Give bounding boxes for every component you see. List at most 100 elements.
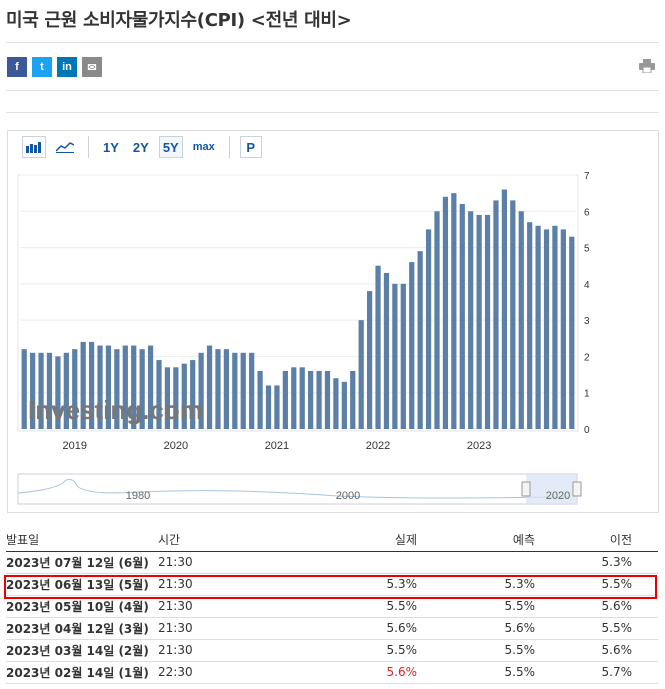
x-tick-label: 2022 <box>366 440 390 452</box>
range-5y-button[interactable]: 5Y <box>158 136 183 158</box>
bar <box>324 370 331 429</box>
navigator-left-handle[interactable] <box>521 481 531 497</box>
highlight-box <box>4 575 657 599</box>
bar <box>552 225 558 429</box>
y-tick-label: 0 <box>584 425 590 436</box>
table-row[interactable]: 2023년 04월 12일 (3월) 21:30 5.6% 5.6% 5.5% <box>6 617 658 640</box>
bar <box>518 211 524 429</box>
bar <box>366 291 373 429</box>
bar <box>206 345 213 429</box>
bar <box>451 193 457 429</box>
bar <box>274 385 280 429</box>
email-icon[interactable]: ✉ <box>82 57 102 77</box>
bar <box>139 349 145 429</box>
row-date: 2023년 06월 13일 (5월) <box>6 573 158 596</box>
bar <box>535 225 541 429</box>
row-date: 2023년 04월 12일 (3월) <box>6 617 158 640</box>
row-previous: 5.6% <box>563 595 658 618</box>
y-tick-label: 7 <box>584 171 590 182</box>
bar <box>409 262 415 429</box>
navigator-series <box>17 478 569 499</box>
y-tick-label: 5 <box>584 244 590 255</box>
row-forecast: 5.6% <box>443 617 563 640</box>
y-tick-label: 1 <box>584 389 590 400</box>
bar <box>501 189 508 429</box>
table-row[interactable]: 2023년 06월 13일 (5월) 21:30 5.3% 5.3% 5.5% <box>6 573 658 596</box>
x-tick-label: 2021 <box>265 440 289 452</box>
table-header-row: 발표일 시간 실제 예측 이전 <box>6 529 658 552</box>
bar <box>442 196 449 429</box>
bar <box>97 345 103 429</box>
row-date: 2023년 07월 12일 (6월) <box>6 551 158 574</box>
row-forecast: 5.5% <box>443 595 563 618</box>
row-forecast <box>443 551 563 574</box>
bar <box>122 345 128 429</box>
p-button[interactable]: P <box>239 136 262 158</box>
bar <box>80 341 86 429</box>
table-row[interactable]: 2023년 02월 14일 (1월) 22:30 5.6% 5.5% 5.7% <box>6 661 658 684</box>
x-tick-label: 2023 <box>467 440 491 452</box>
row-time: 22:30 <box>158 661 318 684</box>
row-time: 21:30 <box>158 639 318 662</box>
bar <box>468 211 474 429</box>
bar <box>308 370 314 429</box>
bar <box>341 381 347 429</box>
bar <box>358 320 364 429</box>
row-forecast: 5.5% <box>443 639 563 662</box>
divider <box>6 42 659 43</box>
bar <box>476 214 482 429</box>
row-actual: 5.6% <box>318 661 443 684</box>
chart-toolbar: 1Y 2Y 5Y max P <box>22 136 262 158</box>
area-chart-icon <box>56 142 74 153</box>
row-actual: 5.5% <box>318 595 443 618</box>
bar <box>88 341 95 429</box>
bar <box>265 385 272 429</box>
y-tick-label: 3 <box>584 316 590 327</box>
bar-chart-type-button[interactable] <box>22 136 46 158</box>
range-max-button[interactable]: max <box>192 141 215 153</box>
row-previous: 5.6% <box>563 639 658 662</box>
row-actual: 5.6% <box>318 617 443 640</box>
navigator[interactable] <box>17 473 578 505</box>
chart-container: 1Y 2Y 5Y max P 0 1 2 3 4 5 6 7 2019 2020 2021 2022… <box>7 130 659 513</box>
col-forecast-header: 예측 <box>443 529 563 552</box>
area-chart-type-button[interactable] <box>52 136 78 158</box>
bar-chart-icon <box>26 142 41 153</box>
range-2y-button[interactable]: 2Y <box>132 139 149 155</box>
row-forecast: 5.5% <box>443 661 563 684</box>
bar <box>392 283 398 429</box>
table-row[interactable]: 2023년 07월 12일 (6월) 21:30 5.3% <box>6 551 658 574</box>
bar <box>400 283 406 429</box>
table-row[interactable]: 2023년 03월 14일 (2월) 21:30 5.5% 5.5% 5.6% <box>6 639 658 662</box>
row-forecast: 5.3% <box>443 573 563 596</box>
row-previous: 5.3% <box>563 551 658 574</box>
bar <box>434 211 440 429</box>
navigator-window[interactable] <box>526 474 577 504</box>
bar <box>240 352 246 429</box>
bar <box>232 352 238 429</box>
row-date: 2023년 03월 14일 (2월) <box>6 639 158 662</box>
twitter-icon[interactable]: t <box>32 57 52 77</box>
bar <box>131 345 137 429</box>
range-1y-button[interactable]: 1Y <box>103 139 119 155</box>
print-icon[interactable] <box>639 59 655 73</box>
bar <box>333 378 339 429</box>
bar <box>417 251 423 429</box>
bar <box>316 370 322 429</box>
navigator-right-handle[interactable] <box>572 481 582 497</box>
row-actual <box>318 551 443 574</box>
facebook-icon[interactable]: f <box>7 57 27 77</box>
bar <box>569 236 575 429</box>
row-time: 21:30 <box>158 551 318 574</box>
bar <box>63 352 69 429</box>
linkedin-icon[interactable]: in <box>57 57 77 77</box>
col-actual-header: 실제 <box>318 529 443 552</box>
bar <box>383 272 390 429</box>
page-title: 미국 근원 소비자물가지수(CPI) <전년 대비> <box>6 10 352 31</box>
table-row[interactable]: 2023년 05월 10일 (4월) 21:30 5.5% 5.5% 5.6% <box>6 595 658 618</box>
bar <box>223 349 230 429</box>
bar <box>198 352 204 429</box>
row-previous: 5.5% <box>563 573 658 596</box>
navigator-label: 1980 <box>126 490 150 502</box>
bar <box>527 222 533 429</box>
